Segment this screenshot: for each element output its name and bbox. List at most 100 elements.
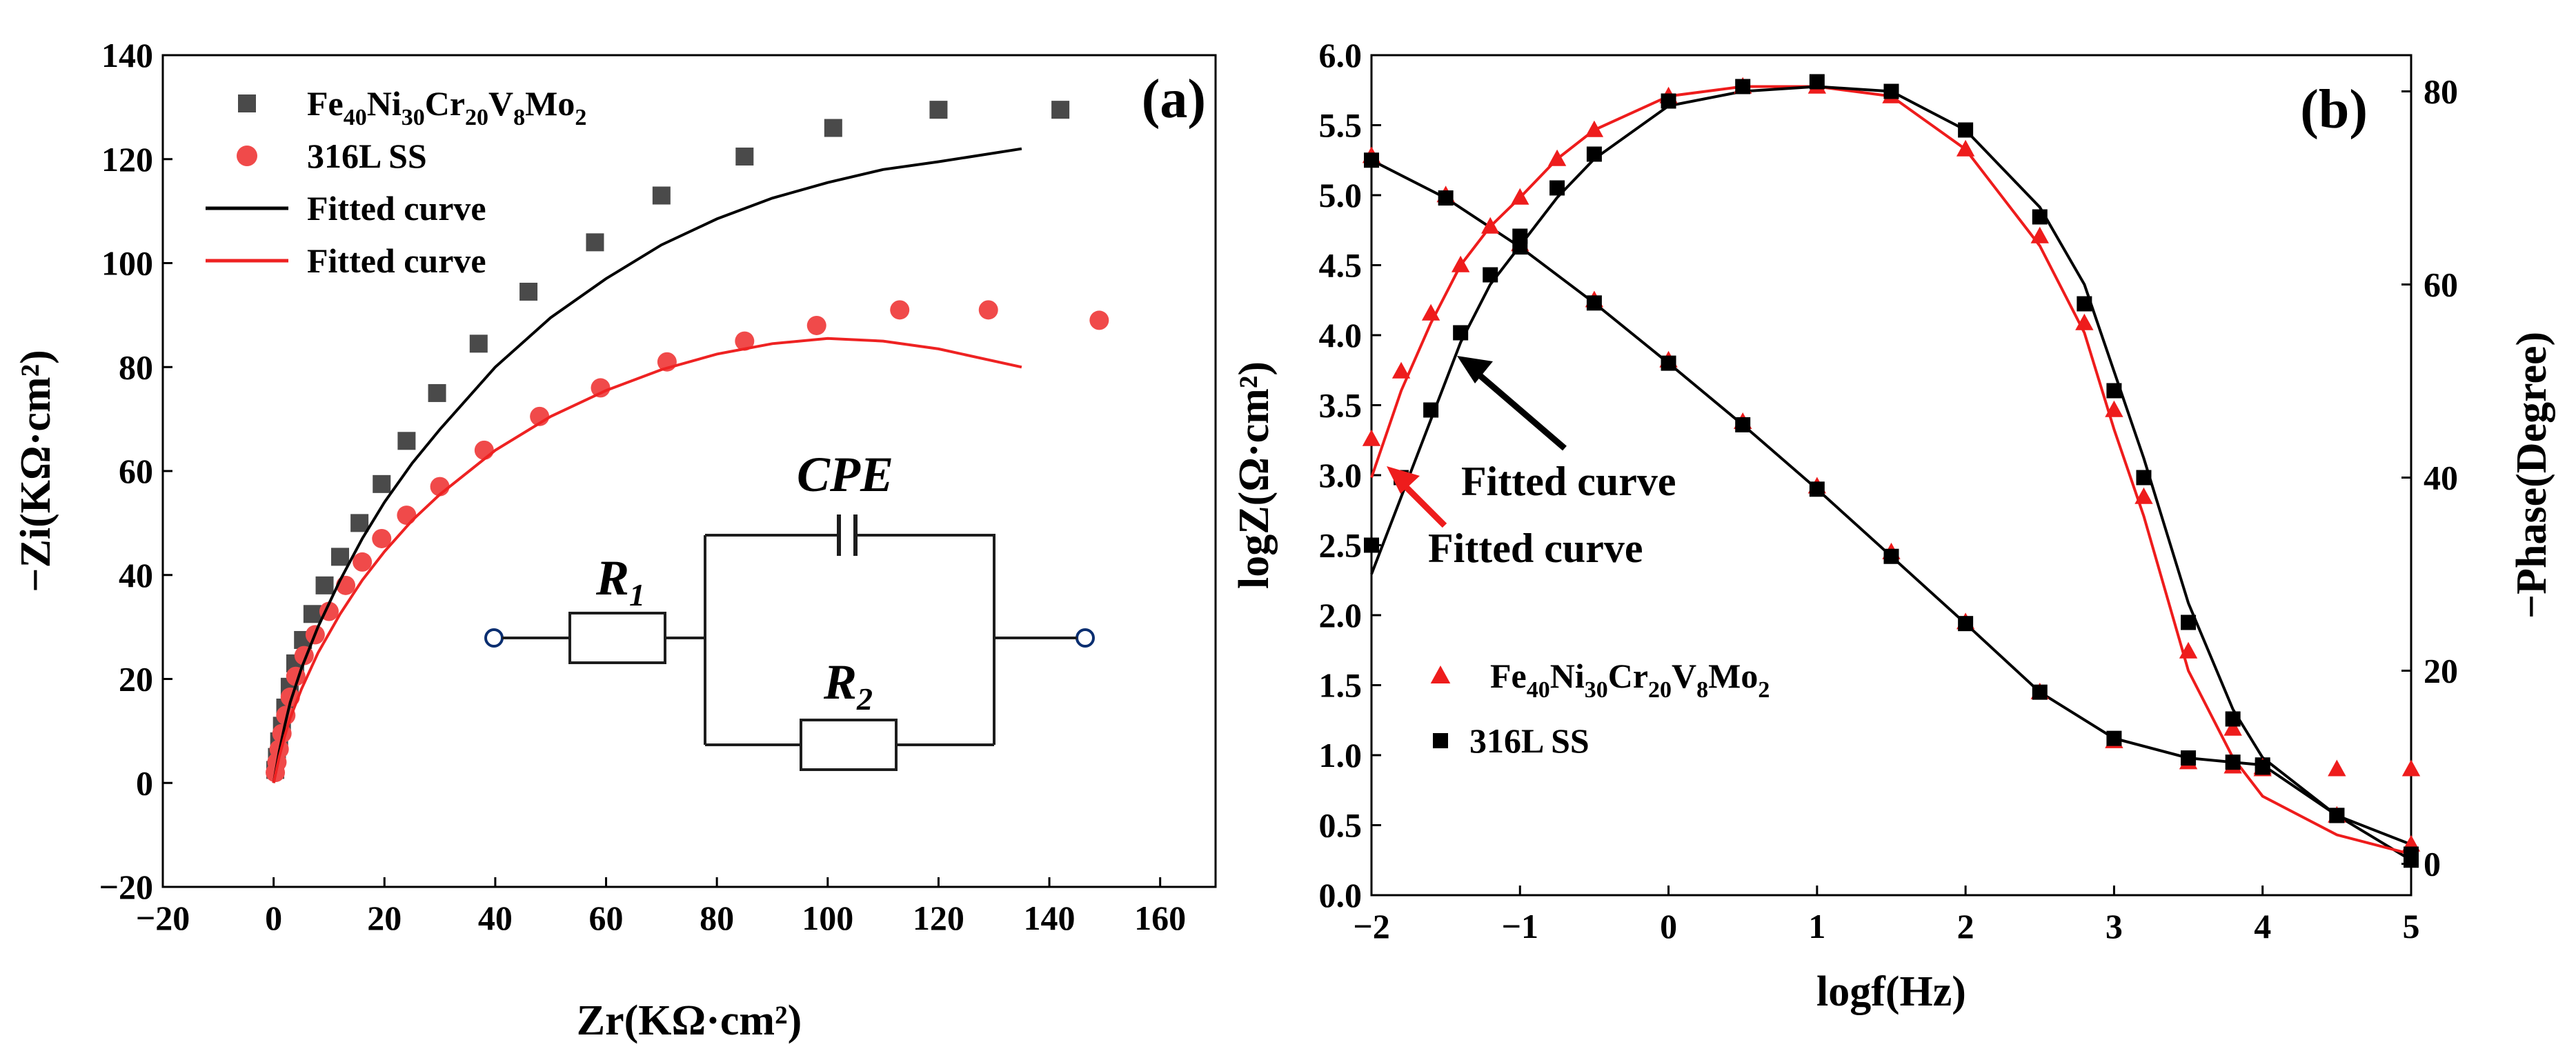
resistor-r2 [800, 719, 898, 771]
annotation-arrow-red [1399, 480, 1447, 528]
y-axis-label: logZ(Ω·cm²) [1231, 361, 1278, 589]
data-point [2404, 846, 2419, 862]
data-point [1958, 616, 1974, 632]
data-point [1391, 361, 1411, 379]
y-tick-label: 4.0 [1319, 316, 1363, 354]
legend-formula-part: Fe [307, 84, 344, 123]
data-point [1883, 83, 1899, 99]
x-tick-label: 60 [589, 899, 624, 937]
panel-a-impedance-nyquist: −20 0 20 40 60 80 100 120 140 160−200204060801001… [12, 36, 1217, 1044]
fitted-curve-line [272, 147, 1022, 783]
y-tick-label: 1.5 [1319, 666, 1363, 705]
y-tick-label: 40 [119, 556, 153, 594]
legend-marker [1433, 733, 1448, 748]
legend-formula-subscript: 8 [1696, 677, 1708, 703]
r2-label-main: R [823, 654, 857, 710]
y-tick-label: 0.0 [1319, 876, 1363, 914]
legend-formula-subscript: 40 [344, 105, 367, 130]
data-point [1735, 417, 1751, 432]
x-tick-label: 160 [1134, 899, 1186, 937]
r1-label-main: R [595, 550, 629, 606]
data-point [315, 576, 334, 594]
data-point [1438, 190, 1454, 206]
y2-axis-label: −Phase(Degree) [2508, 332, 2555, 619]
r1-label: R1 [595, 550, 645, 612]
x-tick-label: 3 [2106, 907, 2123, 946]
data-point [1453, 325, 1469, 341]
data-point [1661, 93, 1676, 109]
fitted-curve-annotation: Fitted curve [1428, 526, 1643, 571]
x-tick-label: 100 [802, 899, 853, 937]
legend-entry-label: Fe40Ni30Cr20V8Mo2 [1490, 657, 1770, 703]
legend-formula-part: Cr [1608, 657, 1648, 695]
data-point [353, 552, 373, 572]
y-tick-label: 5.5 [1319, 106, 1363, 145]
x-tick-label: 40 [478, 899, 513, 937]
data-point [1956, 139, 1975, 157]
legend-formula-subscript: 40 [1527, 677, 1550, 703]
data-point [1809, 481, 1825, 497]
data-point [591, 378, 611, 398]
x-tick-label: 140 [1024, 899, 1076, 937]
data-point [2255, 759, 2270, 775]
legend-formula-part: V [488, 84, 513, 123]
data-point [2106, 730, 2122, 746]
data-point [2032, 209, 2048, 225]
data-point [1661, 355, 1676, 371]
data-point [1483, 267, 1498, 283]
resistor-r1 [568, 612, 666, 664]
data-point [372, 528, 392, 548]
y-tick-label: 3.0 [1319, 456, 1363, 494]
data-point [2134, 487, 2153, 504]
y-tick-label: 80 [119, 348, 153, 386]
fitted-curve-line [272, 337, 1022, 783]
data-point [519, 282, 538, 301]
y-tick-label: 20 [119, 660, 153, 699]
y-tick-label: 2.5 [1319, 526, 1363, 565]
data-point [2181, 750, 2197, 766]
y-tick-label: −20 [99, 868, 154, 906]
legend-formula-subscript: 8 [513, 105, 525, 130]
data-point [2106, 383, 2122, 399]
panel-label: (b) [2300, 79, 2368, 140]
legend-formula-subscript: 2 [575, 105, 586, 130]
y-tick-label: 60 [119, 452, 153, 490]
data-point [373, 474, 391, 493]
data-point [929, 101, 948, 119]
x-tick-label: 1 [1808, 907, 1825, 946]
data-point [652, 186, 671, 205]
data-point [474, 440, 494, 460]
data-point [2328, 759, 2346, 777]
x-axis-label: Zr(KΩ·cm²) [577, 997, 802, 1044]
data-point [2329, 808, 2345, 823]
fitted-curve-line [1370, 85, 2412, 856]
data-point [1051, 101, 1070, 119]
x-tick-label: 20 [367, 899, 402, 937]
data-point [2181, 614, 2197, 630]
circuit-terminal [1076, 628, 1095, 648]
data-point [1364, 152, 1379, 168]
data-point [1883, 548, 1899, 564]
data-point [1423, 402, 1439, 418]
legend-formula-part: Cr [425, 84, 465, 123]
annotation-arrowhead-black [1457, 356, 1493, 383]
data-point [890, 300, 910, 320]
x-tick-label: −20 [136, 899, 190, 937]
data-point [2179, 641, 2198, 659]
data-point [2075, 313, 2094, 330]
legend-entry-label: Fitted curve [307, 241, 486, 280]
data-point [397, 506, 417, 526]
data-point [1586, 295, 1602, 311]
legend-entry-label: 316L SS [307, 137, 427, 175]
x-axis-label: logf(Hz) [1816, 968, 1966, 1015]
data-point [1362, 429, 1381, 446]
y-tick-label: 1.0 [1319, 736, 1363, 774]
y-tick-label: 4.5 [1319, 246, 1363, 285]
circuit-terminal [484, 628, 504, 648]
fitted-curve-line [1371, 159, 2412, 862]
data-point [1809, 74, 1825, 90]
data-point [1511, 188, 1529, 205]
data-point [1585, 120, 1604, 137]
